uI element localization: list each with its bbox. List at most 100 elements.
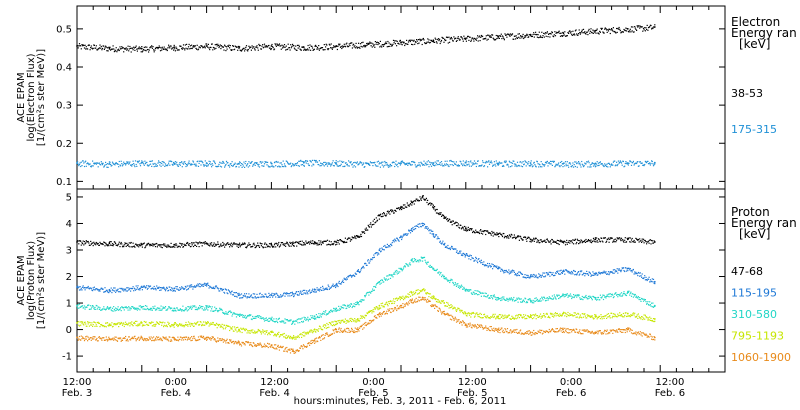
data-dot bbox=[362, 163, 364, 165]
data-dot bbox=[576, 273, 578, 275]
data-dot bbox=[139, 309, 141, 311]
data-dot bbox=[415, 258, 417, 261]
data-dot bbox=[145, 245, 147, 247]
data-dot bbox=[404, 233, 406, 235]
data-dot bbox=[468, 163, 470, 165]
data-dot bbox=[519, 298, 521, 300]
data-dot bbox=[397, 272, 400, 274]
data-dot bbox=[308, 164, 310, 167]
data-dot bbox=[283, 243, 285, 245]
data-dot bbox=[617, 160, 619, 162]
data-dot bbox=[318, 290, 321, 292]
data-dot bbox=[548, 298, 550, 300]
data-dot bbox=[363, 166, 365, 168]
data-dot bbox=[378, 282, 380, 284]
data-dot bbox=[81, 165, 83, 167]
data-dot bbox=[118, 243, 120, 245]
data-dot bbox=[441, 243, 443, 245]
data-dot bbox=[434, 41, 436, 43]
data-dot bbox=[161, 308, 163, 310]
data-dot bbox=[580, 166, 582, 168]
data-dot bbox=[472, 257, 474, 260]
data-dot bbox=[491, 263, 493, 265]
data-dot bbox=[503, 298, 505, 300]
data-dot bbox=[635, 28, 637, 30]
data-dot bbox=[420, 226, 422, 228]
data-dot bbox=[135, 163, 137, 166]
data-dot bbox=[382, 161, 384, 163]
data-dot bbox=[356, 46, 358, 48]
data-dot bbox=[96, 243, 99, 245]
data-dot bbox=[474, 290, 476, 292]
data-dot bbox=[377, 165, 379, 167]
data-dot bbox=[383, 245, 385, 247]
data-dot bbox=[538, 166, 540, 168]
data-dot bbox=[601, 28, 603, 30]
data-dot bbox=[488, 263, 491, 265]
data-dot bbox=[352, 305, 355, 307]
data-dot bbox=[386, 243, 388, 245]
legend-item: 38-53 bbox=[731, 87, 763, 100]
data-dot bbox=[167, 321, 169, 323]
data-dot bbox=[309, 289, 311, 291]
data-dot bbox=[194, 163, 196, 165]
data-dot bbox=[136, 320, 138, 322]
data-dot bbox=[274, 43, 276, 45]
data-dot bbox=[288, 163, 290, 165]
data-dot bbox=[78, 289, 81, 291]
data-dot bbox=[483, 295, 486, 297]
data-dot bbox=[553, 240, 555, 242]
data-dot bbox=[452, 248, 454, 250]
data-dot bbox=[629, 269, 631, 271]
data-point bbox=[378, 249, 381, 251]
data-dot bbox=[306, 160, 309, 162]
data-dot bbox=[138, 305, 140, 307]
data-dot bbox=[626, 292, 628, 294]
data-dot bbox=[263, 43, 266, 45]
data-dot bbox=[425, 42, 428, 44]
data-dot bbox=[437, 236, 439, 238]
data-dot bbox=[171, 161, 173, 163]
data-dot bbox=[212, 286, 214, 288]
data-point bbox=[173, 46, 176, 49]
data-dot bbox=[125, 48, 127, 50]
data-dot bbox=[299, 290, 301, 292]
data-dot bbox=[224, 165, 226, 167]
data-dot bbox=[295, 163, 297, 165]
data-dot bbox=[545, 299, 547, 302]
data-dot bbox=[106, 322, 109, 324]
data-dot bbox=[95, 162, 97, 164]
data-dot bbox=[144, 287, 147, 289]
data-dot bbox=[566, 270, 568, 272]
data-dot bbox=[230, 311, 233, 313]
data-dot bbox=[155, 163, 157, 165]
data-dot bbox=[387, 210, 389, 212]
data-point bbox=[356, 270, 359, 273]
data-dot bbox=[583, 165, 585, 167]
data-dot bbox=[653, 164, 655, 166]
data-dot bbox=[327, 162, 329, 164]
data-dot bbox=[370, 45, 372, 47]
data-point bbox=[410, 259, 413, 262]
data-dot bbox=[384, 214, 386, 216]
data-dot bbox=[254, 295, 256, 298]
data-dot bbox=[174, 246, 176, 248]
data-dot bbox=[387, 275, 389, 277]
data-dot bbox=[219, 161, 221, 163]
data-dot bbox=[192, 288, 194, 290]
data-dot bbox=[225, 243, 228, 245]
data-dot bbox=[194, 45, 196, 47]
data-dot bbox=[156, 46, 158, 49]
data-dot bbox=[547, 36, 549, 38]
data-dot bbox=[136, 50, 138, 52]
data-dot bbox=[539, 298, 542, 300]
data-dot bbox=[81, 289, 83, 291]
data-dot bbox=[287, 243, 289, 245]
data-dot bbox=[129, 246, 131, 248]
data-dot bbox=[192, 160, 194, 162]
data-dot bbox=[284, 243, 286, 245]
data-dot bbox=[604, 272, 606, 274]
data-dot bbox=[235, 292, 238, 294]
data-dot bbox=[409, 262, 411, 264]
data-dot bbox=[128, 322, 130, 324]
